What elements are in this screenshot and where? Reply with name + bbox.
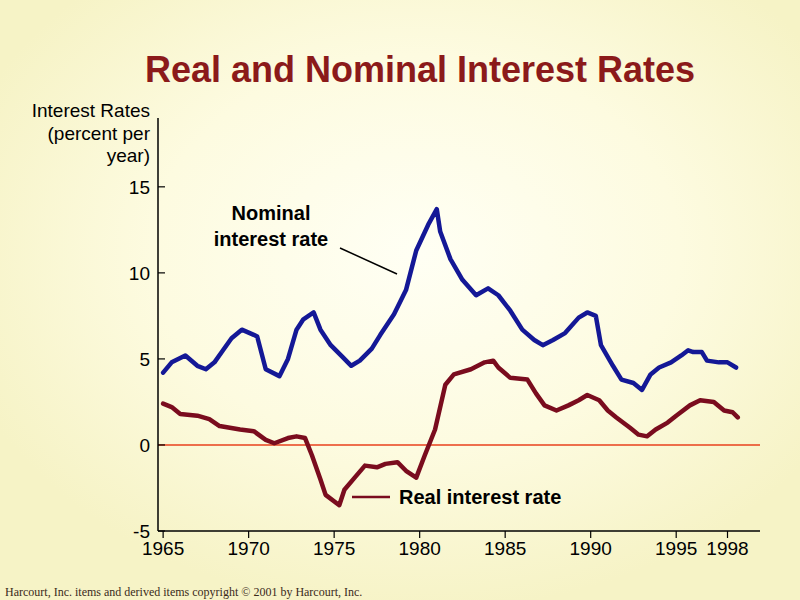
x-tick-label: 1985 — [484, 538, 526, 559]
x-tick — [676, 531, 677, 538]
chart: Real and Nominal Interest Rates Interest … — [0, 0, 800, 600]
series-line — [163, 361, 738, 506]
y-tick-label: 10 — [129, 263, 150, 284]
x-tick-label: 1998 — [706, 538, 748, 559]
y-tick-label: 5 — [139, 349, 150, 370]
x-tick — [727, 531, 728, 538]
y-axis-label: Interest Rates — [32, 100, 150, 121]
x-tick — [248, 531, 249, 538]
x-tick — [419, 531, 420, 538]
y-tick-label: 15 — [129, 177, 150, 198]
legend-swatch — [352, 496, 390, 499]
y-tick — [158, 358, 165, 359]
x-tick-label: 1980 — [399, 538, 441, 559]
label-pointer — [340, 248, 397, 274]
plot-area — [163, 209, 738, 505]
y-axis-label: year) — [107, 145, 150, 166]
y-axis — [157, 118, 159, 531]
x-tick — [505, 531, 506, 538]
y-tick — [158, 272, 165, 273]
x-tick-label: 1995 — [655, 538, 697, 559]
y-tick — [158, 530, 165, 531]
x-tick — [590, 531, 591, 538]
x-tick-label: 1990 — [570, 538, 612, 559]
series-line — [163, 209, 736, 390]
x-tick — [163, 531, 164, 538]
y-axis-label: (percent per — [48, 123, 151, 144]
series-label: Real interest rate — [399, 486, 561, 508]
y-tick — [158, 186, 165, 187]
background — [0, 0, 800, 600]
x-tick-label: 1970 — [228, 538, 270, 559]
title: Real and Nominal Interest Rates — [145, 49, 695, 90]
x-tick-label: 1965 — [142, 538, 184, 559]
series-label: Nominalinterest rate — [214, 202, 329, 250]
x-tick-label: 1975 — [313, 538, 355, 559]
y-tick — [158, 444, 165, 445]
y-tick-label: 0 — [139, 435, 150, 456]
source: Harcourt, Inc. items and derived items c… — [5, 585, 362, 599]
reference-line — [158, 444, 760, 446]
x-tick — [334, 531, 335, 538]
